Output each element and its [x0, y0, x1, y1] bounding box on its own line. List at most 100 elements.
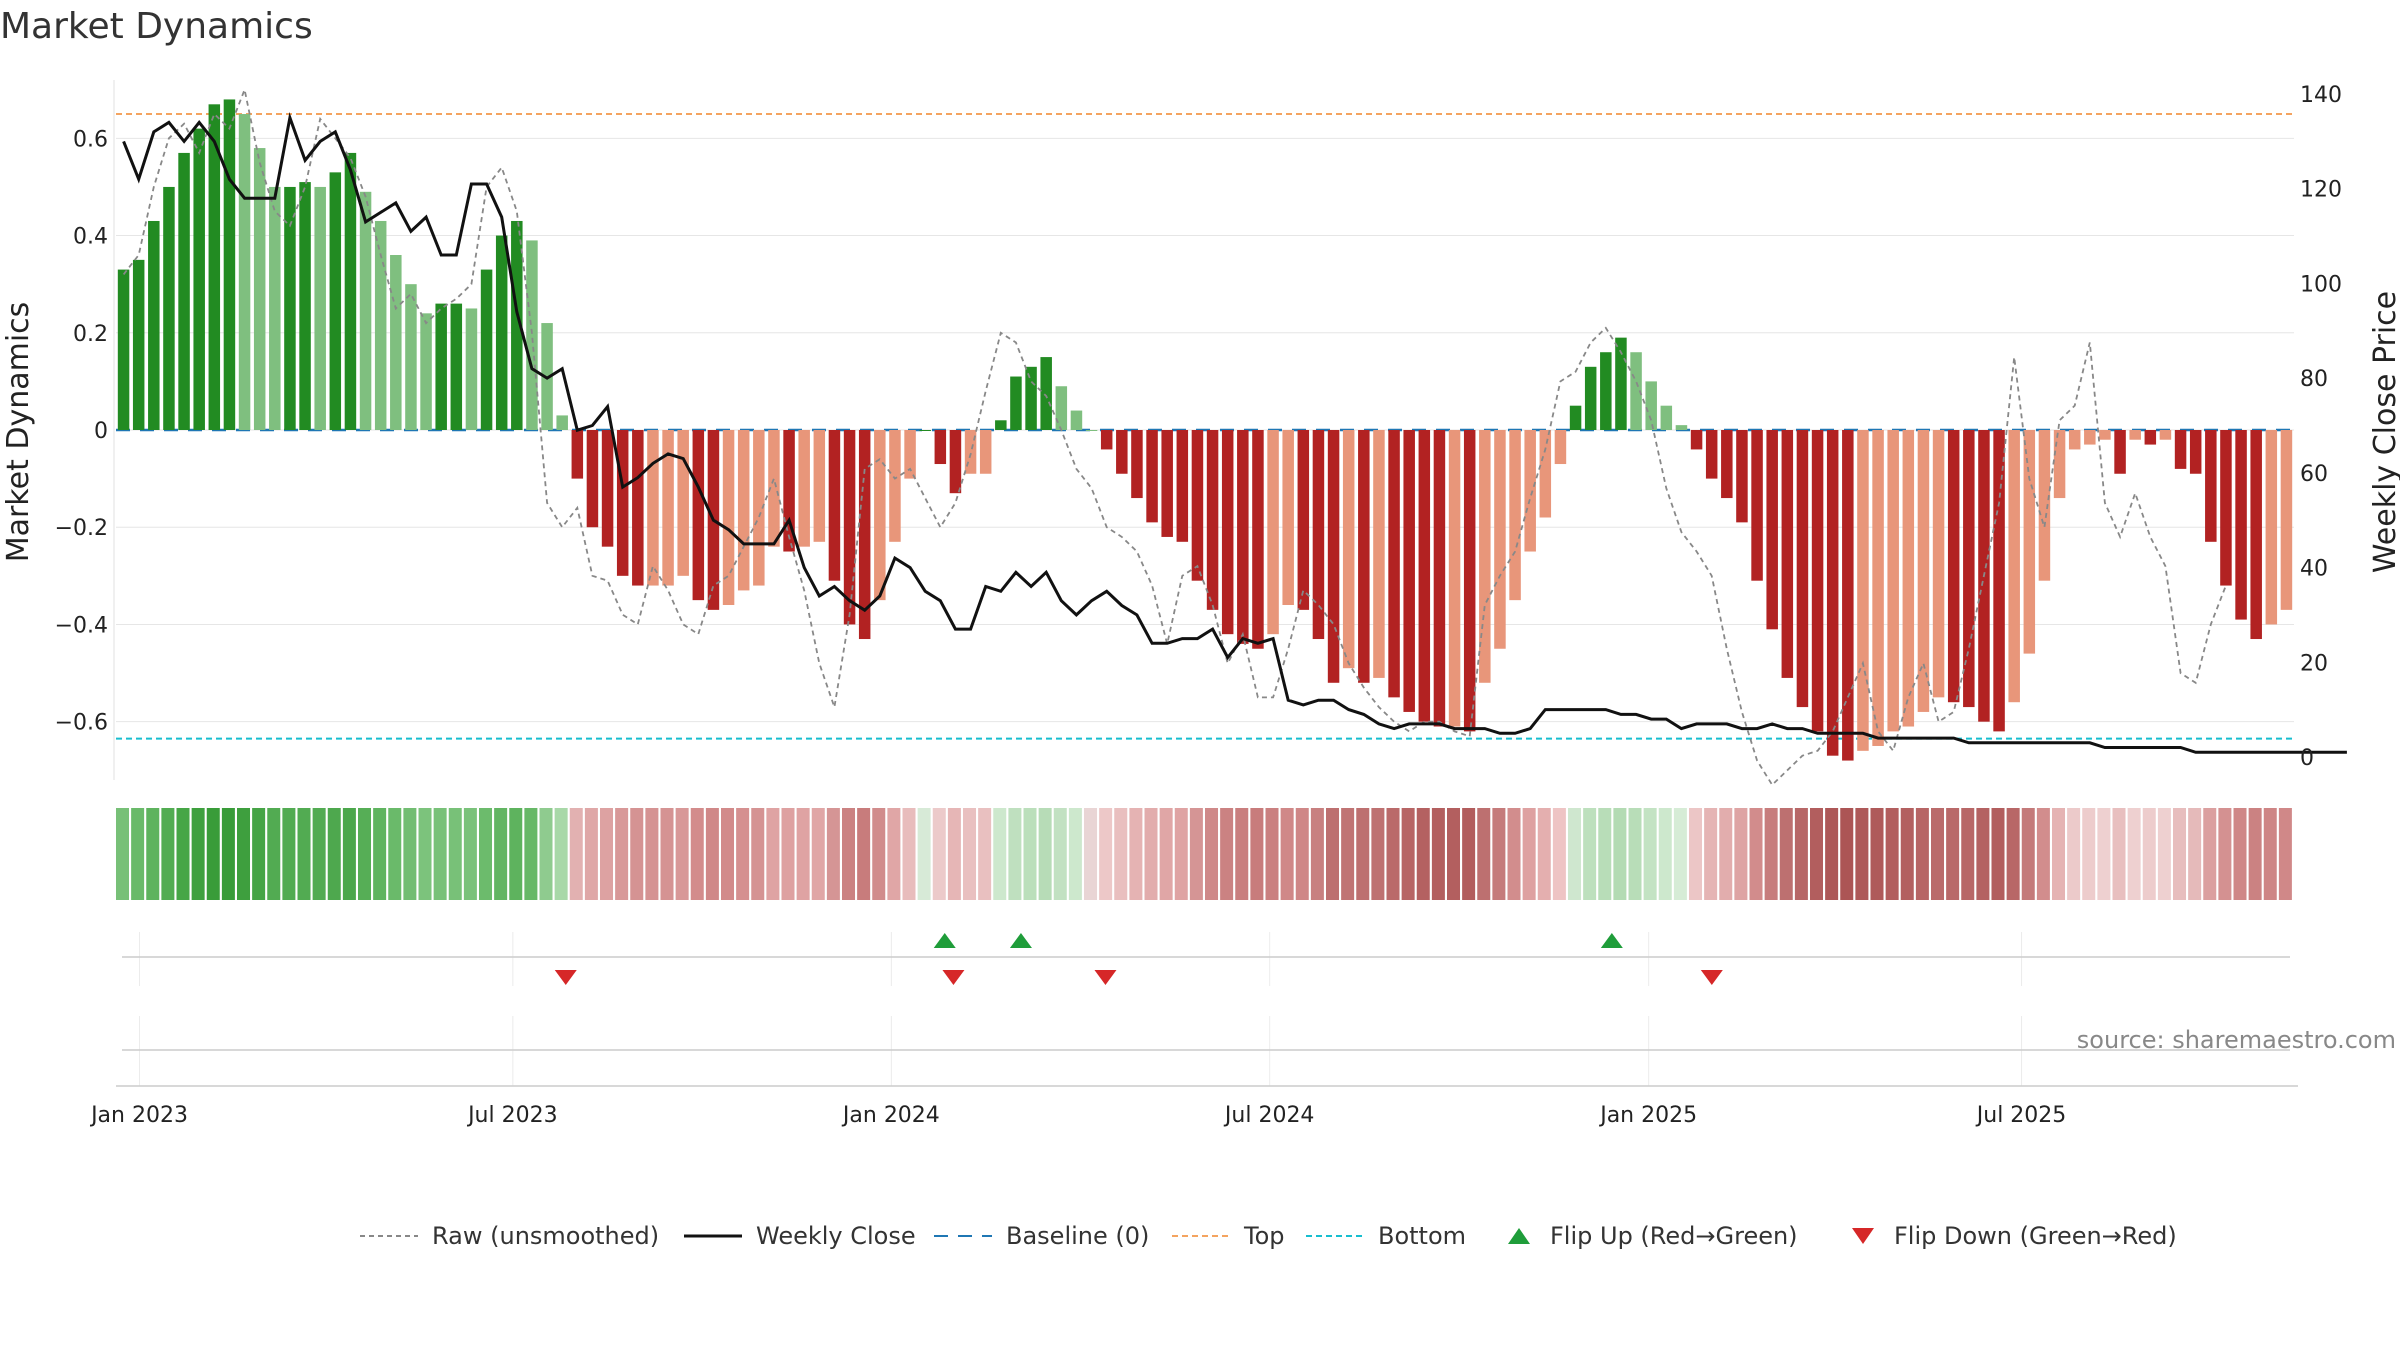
- weekly-close-line: [122, 111, 2347, 754]
- regime-cell: [1492, 808, 1506, 900]
- histogram-bar: [480, 269, 493, 430]
- histogram-bar: [2068, 430, 2081, 450]
- histogram-bar: [132, 259, 145, 430]
- regime-cell: [1189, 808, 1203, 900]
- regime-cell: [509, 808, 523, 900]
- histogram-bar: [2189, 430, 2202, 474]
- histogram-bar: [1675, 425, 1688, 430]
- regime-cell: [1719, 808, 1733, 900]
- histogram-bar: [1342, 430, 1355, 669]
- histogram-bar: [2220, 430, 2232, 586]
- regime-cell: [2278, 808, 2292, 900]
- regime-cell: [206, 808, 220, 900]
- regime-cell: [1991, 808, 2005, 900]
- histogram-bar: [1025, 366, 1037, 430]
- histogram-bar: [858, 430, 871, 640]
- regime-cell: [297, 808, 311, 900]
- regime-cell: [1114, 808, 1128, 900]
- left-tick-label: −0.4: [55, 613, 108, 638]
- legend-item-flipdown: Flip Down (Green→Red): [1852, 1222, 2177, 1250]
- histogram-bar: [2053, 430, 2066, 499]
- histogram-bar: [1811, 430, 1824, 732]
- histogram-bar: [813, 430, 826, 542]
- histogram-bar: [1766, 430, 1778, 630]
- regime-cell: [1356, 808, 1370, 900]
- x-axis-ticks: Jan 2023 Jul 2023 Jan 2024 Jul 2024 Jan 2025…: [89, 1103, 2066, 1128]
- legend-label-raw: Raw (unsmoothed): [432, 1222, 659, 1250]
- regime-cell: [736, 808, 750, 900]
- regime-cell: [1825, 808, 1839, 900]
- regime-cell: [237, 808, 251, 900]
- histogram-bar: [405, 284, 417, 430]
- regime-cell: [1794, 808, 1808, 900]
- regime-cell: [842, 808, 856, 900]
- histogram-bar: [1252, 430, 1264, 649]
- regime-cell: [1084, 808, 1098, 900]
- regime-cell: [1068, 808, 1082, 900]
- histogram-bar: [1237, 430, 1249, 644]
- regime-cell: [2006, 808, 2020, 900]
- histogram-bar: [1358, 430, 1370, 683]
- regime-cell: [1023, 808, 1037, 900]
- legend-label-top: Top: [1243, 1222, 1285, 1250]
- regime-cell: [388, 808, 402, 900]
- regime-cell: [947, 808, 961, 900]
- regime-cell: [1764, 808, 1778, 900]
- regime-cell: [1976, 808, 1990, 900]
- regime-cell: [1159, 808, 1173, 900]
- regime-cell: [282, 808, 296, 900]
- regime-cell: [1250, 808, 1264, 900]
- left-tick-label: 0.6: [73, 127, 108, 152]
- regime-cell: [872, 808, 886, 900]
- regime-cell: [1658, 808, 1672, 900]
- histogram-bar: [1161, 430, 1173, 537]
- regime-cell: [1371, 808, 1385, 900]
- histogram-bar: [904, 430, 916, 479]
- histogram-bar: [616, 430, 629, 576]
- regime-cell: [373, 808, 387, 900]
- histogram-bar: [1705, 430, 1718, 479]
- histogram-bar: [1569, 405, 1582, 430]
- histogram-bar: [1327, 430, 1340, 683]
- histogram-bar: [1040, 357, 1052, 430]
- histogram-bar: [1388, 430, 1400, 698]
- legend-swatch-flipdown: [1852, 1228, 1874, 1244]
- regime-cell: [569, 808, 583, 900]
- regime-cell: [584, 808, 598, 900]
- histogram-bar: [1993, 430, 2005, 732]
- histogram-bar: [178, 152, 190, 431]
- regime-cell: [1477, 808, 1491, 900]
- right-tick-label: 0: [2300, 746, 2314, 771]
- regime-cell: [1008, 808, 1022, 900]
- histogram-bar: [949, 430, 962, 494]
- x-tick-label: Jan 2024: [841, 1103, 940, 1128]
- left-tick-label: 0.4: [73, 225, 108, 250]
- legend-item-top: Top: [1172, 1222, 1285, 1250]
- histogram-bar: [359, 191, 372, 430]
- chart-title: Market Dynamics: [0, 6, 313, 47]
- histogram-bar: [1690, 430, 1703, 450]
- regime-cell: [433, 808, 447, 900]
- histogram-bar: [2023, 430, 2036, 654]
- regime-cell: [1310, 808, 1324, 900]
- histogram-bar: [632, 430, 644, 586]
- histogram-bar: [1645, 381, 1657, 430]
- histogram-bar: [2174, 430, 2187, 469]
- regime-cell: [660, 808, 674, 900]
- histogram-bar: [692, 430, 705, 601]
- regime-cell: [1265, 808, 1279, 900]
- x-tick-label: Jan 2023: [89, 1103, 188, 1128]
- histogram-bar: [1070, 410, 1083, 430]
- regime-cell: [2067, 808, 2081, 900]
- regime-cell: [1129, 808, 1143, 900]
- histogram-bar: [1267, 430, 1279, 635]
- regime-cell: [1462, 808, 1476, 900]
- left-axis-ticks: 0.6 0.4 0.2 0 −0.2 −0.4 −0.6: [55, 127, 108, 735]
- flip-up-marker: [1600, 933, 1623, 948]
- histogram-bar: [329, 172, 342, 431]
- histogram-bar: [2159, 430, 2172, 440]
- histogram-bar: [1085, 430, 1098, 431]
- histogram-bar: [1010, 376, 1022, 430]
- histogram-bar: [1826, 430, 1839, 756]
